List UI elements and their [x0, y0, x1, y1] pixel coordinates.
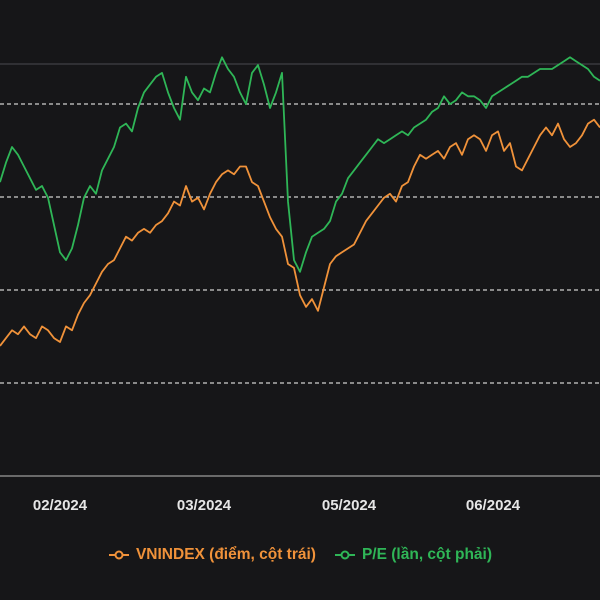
gridlines	[0, 103, 600, 477]
x-tick-label: 06/2024	[466, 497, 521, 514]
legend-label-pe: P/E (lần, cột phải)	[361, 546, 493, 563]
x-tick-label: 02/2024	[33, 497, 88, 514]
x-axis-tick-labels: 02/2024 03/2024 05/2024 06/2024	[33, 497, 521, 514]
orange-line-marker-icon	[108, 550, 129, 560]
green-line-marker-icon	[334, 550, 355, 560]
legend: VNINDEX (điểm, cột trái) P/E (lần, cột p…	[0, 540, 600, 570]
legend-item-pe[interactable]: P/E (lần, cột phải)	[334, 546, 492, 564]
series-line-vnindex	[0, 118, 600, 347]
series-line-pe	[0, 56, 600, 273]
line-chart: 02/2024 03/2024 05/2024 06/2024	[0, 56, 600, 514]
legend-item-vnindex[interactable]: VNINDEX (điểm, cột trái)	[108, 546, 316, 564]
x-tick-label: 03/2024	[177, 497, 232, 514]
series-lines	[0, 56, 600, 347]
x-tick-label: 05/2024	[322, 497, 377, 514]
legend-label-vnindex: VNINDEX (điểm, cột trái)	[135, 546, 316, 563]
